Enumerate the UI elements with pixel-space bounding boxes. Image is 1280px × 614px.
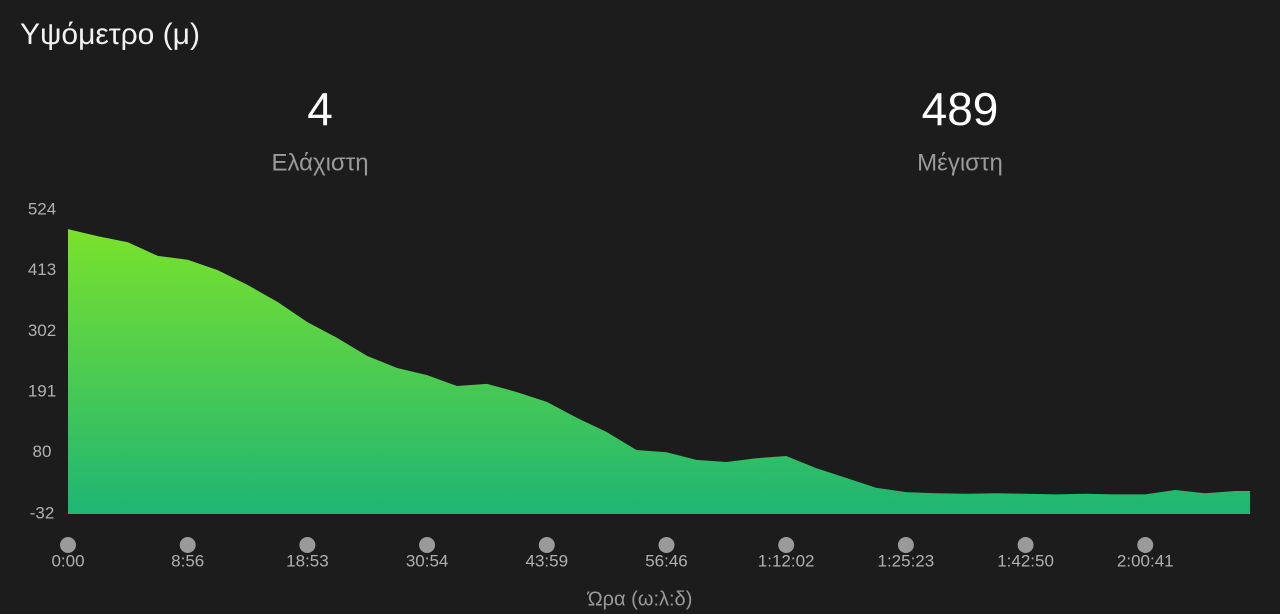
x-tick-label: 1:42:50	[997, 551, 1054, 570]
x-tick-dot	[1017, 537, 1034, 553]
y-tick-label: 302	[28, 321, 56, 340]
y-tick-label: 191	[28, 382, 56, 401]
stat-value: 4	[307, 83, 333, 135]
stat-label: Μέγιστη	[917, 149, 1003, 176]
x-tick-dot	[179, 537, 196, 553]
x-tick-label: 43:59	[526, 551, 569, 570]
x-axis-label: Ώρα (ω:λ:δ)	[587, 588, 693, 610]
elevation-area	[68, 229, 1250, 514]
x-tick-dot	[60, 537, 76, 553]
x-tick-label: 18:53	[286, 551, 329, 570]
y-tick-label: 524	[28, 199, 56, 218]
x-tick-label: 0:00	[51, 551, 84, 570]
x-tick-dot	[419, 537, 436, 553]
x-tick-label: 1:25:23	[878, 551, 935, 570]
x-tick-label: 56:46	[645, 551, 688, 570]
x-tick-label: 2:00:41	[1117, 551, 1174, 570]
y-tick-label: 413	[28, 260, 56, 279]
x-tick-dot	[658, 537, 675, 553]
y-tick-label: 80	[33, 442, 52, 461]
x-tick-label: 8:56	[171, 551, 204, 570]
x-tick-dot	[1137, 537, 1154, 553]
y-tick-label: -32	[30, 503, 55, 522]
x-tick-dot	[538, 537, 555, 553]
x-tick-label: 1:12:02	[758, 551, 815, 570]
x-tick-dot	[778, 537, 795, 553]
chart-title: Υψόμετρο (μ)	[20, 18, 200, 51]
stat-label: Ελάχιστη	[271, 149, 368, 176]
stat-value: 489	[922, 83, 999, 135]
x-tick-label: 30:54	[406, 551, 449, 570]
x-tick-dot	[299, 537, 316, 553]
x-tick-dot	[897, 537, 914, 553]
